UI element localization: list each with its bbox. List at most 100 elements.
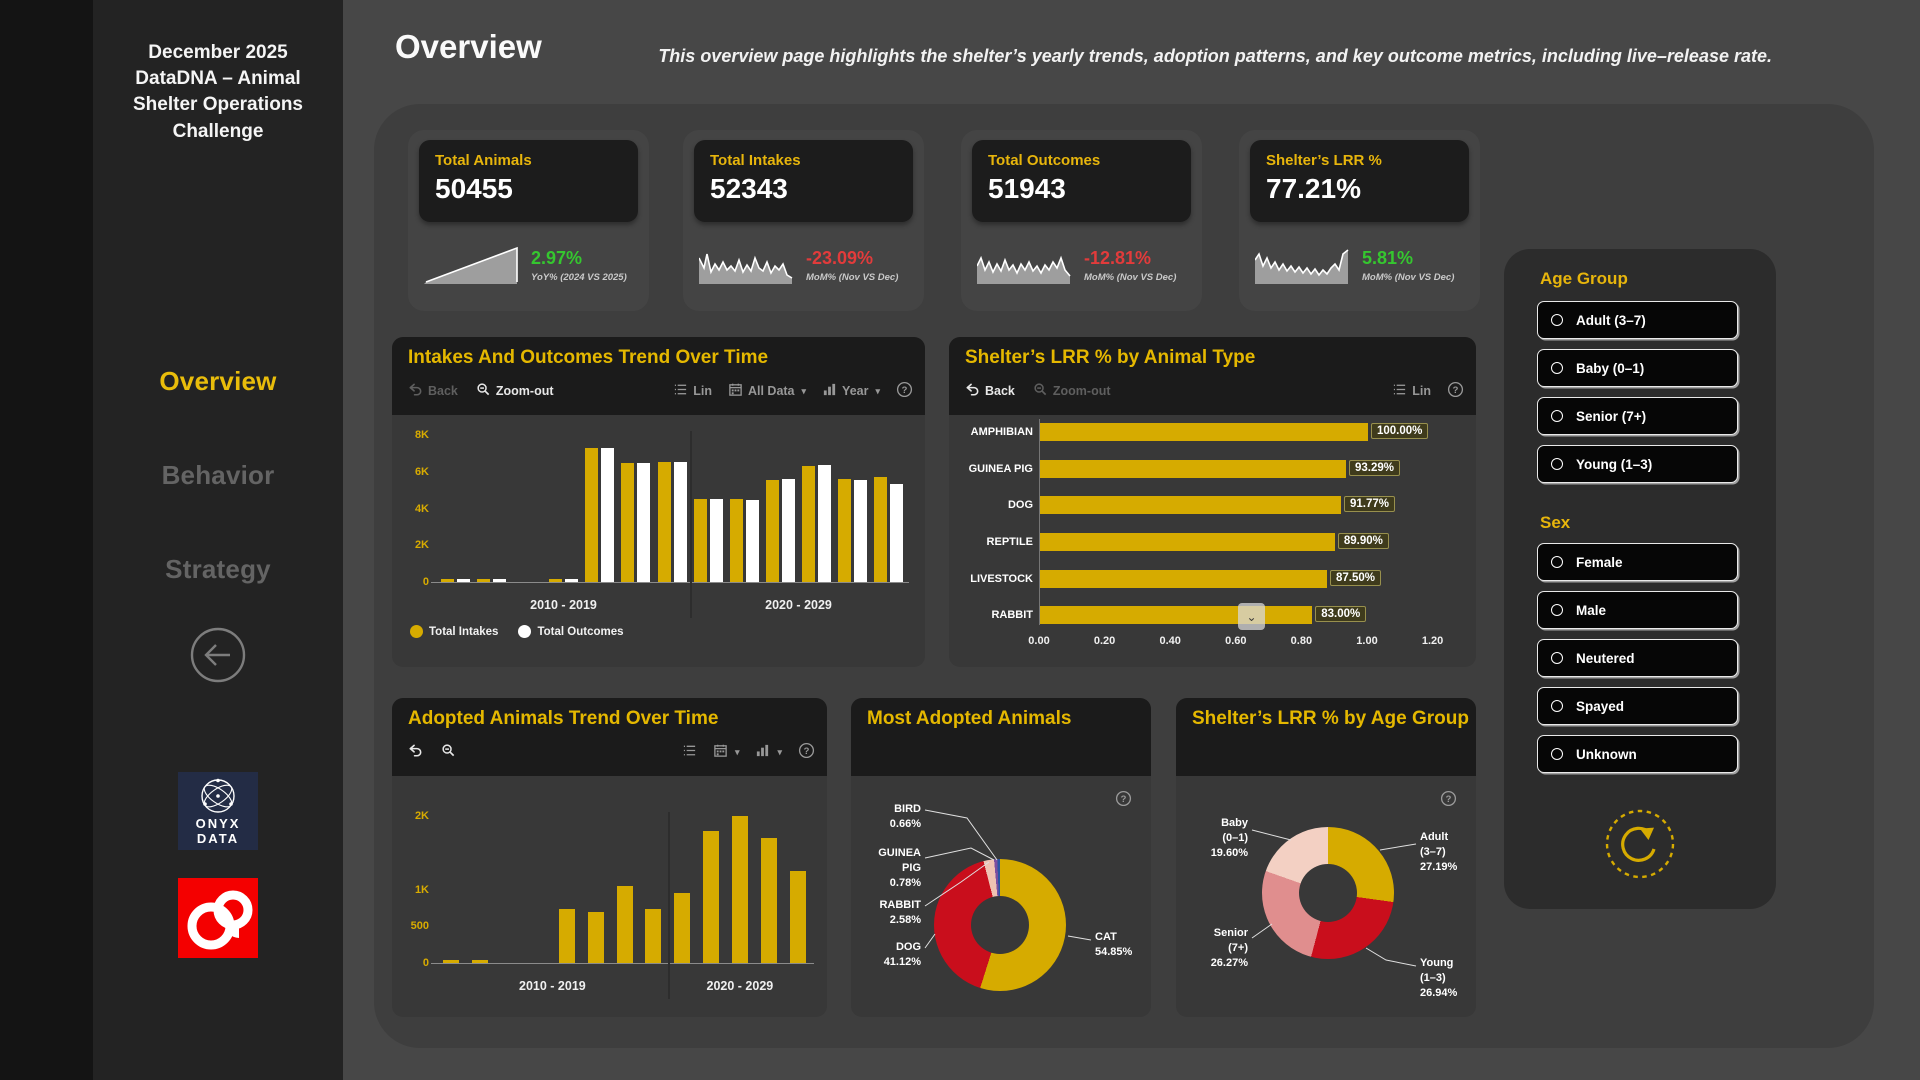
toolbar-label: Back bbox=[428, 384, 458, 398]
total-outcomes-bar[interactable] bbox=[601, 447, 615, 582]
total-intakes-bar[interactable] bbox=[440, 579, 454, 582]
back-arrow-icon[interactable] bbox=[189, 626, 247, 689]
lin-button[interactable]: Lin bbox=[1392, 382, 1431, 400]
kpi-title: Total Animals bbox=[435, 152, 532, 169]
total-outcomes-bar[interactable] bbox=[781, 479, 795, 582]
help-icon[interactable]: ? bbox=[1440, 790, 1457, 812]
toolbar-label: Year bbox=[842, 384, 869, 398]
total-intakes-bar[interactable] bbox=[802, 466, 816, 582]
legend-item[interactable]: Total Intakes bbox=[410, 625, 498, 638]
adopted-bar[interactable] bbox=[558, 909, 575, 963]
sex-option-spayed[interactable]: Spayed bbox=[1537, 687, 1738, 725]
total-intakes-bar[interactable] bbox=[874, 477, 888, 582]
lin-button[interactable]: Lin bbox=[673, 382, 712, 400]
sidebar-item-behavior[interactable]: Behavior bbox=[161, 460, 275, 490]
total-outcomes-bar[interactable] bbox=[492, 579, 506, 582]
total-intakes-bar[interactable] bbox=[585, 447, 599, 582]
total-outcomes-bar[interactable] bbox=[854, 480, 868, 582]
adopted-bar[interactable] bbox=[472, 960, 489, 963]
lrr-bar-reptile[interactable] bbox=[1040, 533, 1335, 551]
total-outcomes-bar[interactable] bbox=[565, 579, 579, 582]
sidebar-item-overview[interactable]: Overview bbox=[159, 366, 277, 396]
adopted-bar[interactable] bbox=[789, 871, 806, 963]
help-button[interactable]: ? bbox=[798, 742, 815, 762]
adopted-bar[interactable] bbox=[731, 816, 748, 963]
total-outcomes-bar[interactable] bbox=[673, 461, 687, 582]
age-group-option-senior-7-[interactable]: Senior (7+) bbox=[1537, 397, 1738, 435]
adopted-bar[interactable] bbox=[587, 911, 604, 963]
partner-logo bbox=[178, 878, 258, 958]
bars-button[interactable]: ▾ bbox=[755, 743, 782, 761]
total-intakes-bar[interactable] bbox=[693, 499, 707, 582]
total-intakes-bar[interactable] bbox=[765, 480, 779, 582]
zoom-out-button[interactable]: Zoom-out bbox=[1033, 382, 1111, 400]
adopted-bar[interactable] bbox=[616, 885, 633, 963]
slice-label-adult-3-7-: Adult (3–7) 27.19% bbox=[1420, 831, 1458, 873]
lrr-bar-livestock[interactable] bbox=[1040, 570, 1327, 588]
sidebar-item-strategy[interactable]: Strategy bbox=[165, 554, 271, 584]
chevron-down-icon[interactable]: ▾ bbox=[801, 385, 807, 396]
sex-option-female[interactable]: Female bbox=[1537, 543, 1738, 581]
radio-icon bbox=[1551, 314, 1563, 326]
bars-icon bbox=[822, 382, 837, 400]
help-button[interactable]: ? bbox=[1447, 381, 1464, 401]
sex-option-male[interactable]: Male bbox=[1537, 591, 1738, 629]
age-group-option-baby-0-1-[interactable]: Baby (0–1) bbox=[1537, 349, 1738, 387]
adopted-bar[interactable] bbox=[645, 908, 662, 963]
back-button[interactable]: Back bbox=[965, 382, 1015, 400]
radio-icon bbox=[1551, 604, 1563, 616]
help-button[interactable]: ? bbox=[896, 381, 913, 401]
chevron-down-icon[interactable]: ▾ bbox=[875, 385, 880, 396]
report-canvas: Total Animals 50455 2.97% YoY% (2024 VS 202… bbox=[374, 104, 1874, 1048]
total-intakes-bar[interactable] bbox=[657, 461, 671, 582]
x-axis-tick: 0.40 bbox=[1159, 635, 1181, 647]
chart-title: Intakes And Outcomes Trend Over Time bbox=[408, 347, 769, 368]
sex-option-unknown[interactable]: Unknown bbox=[1537, 735, 1738, 773]
zoom-out-button[interactable]: Zoom-out bbox=[476, 382, 554, 400]
chart-header: Most Adopted Animals bbox=[851, 698, 1151, 776]
help-icon[interactable]: ? bbox=[1115, 790, 1132, 812]
total-outcomes-bar[interactable] bbox=[745, 499, 759, 582]
chevron-down-icon[interactable]: ▾ bbox=[734, 746, 740, 757]
year-button[interactable]: Year ▾ bbox=[822, 382, 880, 400]
sex-option-neutered[interactable]: Neutered bbox=[1537, 639, 1738, 677]
total-intakes-bar[interactable] bbox=[621, 463, 635, 582]
zoom-out-button[interactable] bbox=[441, 743, 456, 761]
lrr-bar-dog[interactable] bbox=[1040, 496, 1341, 514]
adopted-bar[interactable] bbox=[443, 960, 460, 963]
lrr-bar-rabbit[interactable] bbox=[1040, 606, 1313, 624]
total-outcomes-bar[interactable] bbox=[709, 499, 723, 582]
calendar-button[interactable]: ▾ bbox=[713, 743, 740, 761]
age-group-option-young-1-3-[interactable]: Young (1–3) bbox=[1537, 445, 1738, 483]
total-outcomes-bar[interactable] bbox=[637, 462, 651, 582]
undo-button[interactable] bbox=[408, 743, 423, 761]
adopted-bar[interactable] bbox=[703, 830, 720, 963]
total-intakes-bar[interactable] bbox=[729, 499, 743, 582]
age-group-option-adult-3-7-[interactable]: Adult (3–7) bbox=[1537, 301, 1738, 339]
radio-icon bbox=[1551, 458, 1563, 470]
scroll-down-button[interactable]: ⌄ bbox=[1238, 603, 1265, 630]
total-outcomes-bar[interactable] bbox=[456, 579, 470, 582]
total-intakes-bar[interactable] bbox=[838, 479, 852, 582]
category-label: LIVESTOCK bbox=[970, 573, 1033, 585]
legend-item[interactable]: Total Outcomes bbox=[518, 625, 624, 638]
total-intakes-bar[interactable] bbox=[476, 579, 490, 582]
chevron-down-icon[interactable]: ▾ bbox=[777, 746, 782, 757]
chart-legend: Total Intakes Total Outcomes bbox=[410, 625, 624, 638]
total-outcomes-bar[interactable] bbox=[890, 483, 904, 582]
total-intakes-bar[interactable] bbox=[549, 579, 563, 582]
back-button[interactable]: Back bbox=[408, 382, 458, 400]
slicer-option-label: Baby (0–1) bbox=[1576, 360, 1645, 376]
reset-filters-button[interactable] bbox=[1603, 807, 1677, 886]
radio-icon bbox=[1551, 362, 1563, 374]
kpi-trend-area: -23.09% MoM% (Nov VS Dec) bbox=[693, 230, 916, 300]
lrr-bar-amphibian[interactable] bbox=[1040, 423, 1368, 441]
total-outcomes-bar[interactable] bbox=[818, 465, 832, 582]
x-axis-group-label: 2020 - 2029 bbox=[765, 598, 832, 612]
kpi-delta-block: -23.09% MoM% (Nov VS Dec) bbox=[806, 248, 898, 283]
adopted-bar[interactable] bbox=[760, 838, 777, 963]
all-data-button[interactable]: All Data ▾ bbox=[728, 382, 806, 400]
adopted-bar[interactable] bbox=[674, 893, 691, 963]
lrr-bar-guinea-pig[interactable] bbox=[1040, 460, 1346, 478]
list-button[interactable] bbox=[682, 743, 697, 761]
